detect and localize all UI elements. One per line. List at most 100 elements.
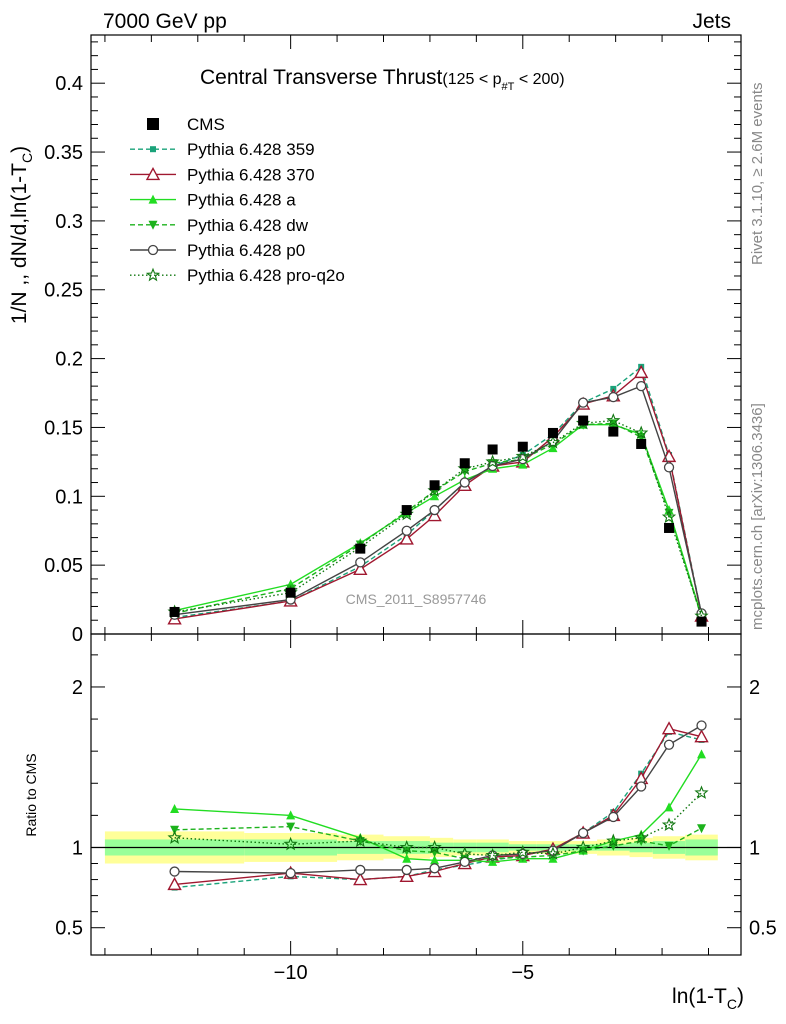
series-line-main — [174, 422, 703, 618]
data-point — [169, 606, 180, 617]
series-point-ratio — [167, 830, 182, 844]
series-point-ratio — [697, 749, 707, 759]
ratio-tick-label: 1 — [72, 837, 83, 859]
y-tick-label: 0.05 — [44, 555, 83, 577]
legend: CMS Pythia 6.428 359 Pythia 6.428 370 Pythi… — [130, 115, 345, 285]
y-tick-label: 0 — [72, 624, 83, 646]
series-point-ratio — [694, 785, 709, 799]
series-layer — [167, 363, 709, 891]
series-point-main — [355, 557, 366, 568]
legend-marker — [145, 166, 161, 181]
ratio-tick-label-right: 0.5 — [749, 918, 777, 940]
y-tick-label: 0.3 — [55, 211, 83, 233]
x-axis-label-main: ln(1-T — [672, 985, 727, 1008]
data-point — [401, 505, 412, 516]
x-tick-label: −5 — [511, 962, 534, 984]
series-point-main — [577, 397, 589, 408]
y-axis-label-main: 1/N ,, dN/d,ln(1-T — [8, 163, 31, 324]
plot-title-cut: (125 < p — [442, 71, 501, 88]
series-point-main — [399, 531, 414, 545]
data-point — [355, 543, 366, 554]
data-point — [578, 415, 589, 426]
data-point — [285, 587, 296, 598]
legend-label: CMS — [187, 115, 225, 134]
series-point-ratio — [664, 841, 674, 851]
x-axis-label: ln(1-TC) — [672, 985, 744, 1012]
series-point-main — [636, 380, 647, 392]
series-point-ratio — [608, 811, 619, 823]
legend-marker — [145, 267, 161, 282]
series-point-main — [636, 433, 646, 443]
series-point-ratio — [694, 729, 709, 743]
series-point-ratio — [606, 833, 621, 848]
series-point-ratio — [697, 824, 707, 834]
series-point-ratio — [545, 846, 561, 860]
series-line-main — [174, 385, 703, 616]
series-point-ratio — [459, 856, 470, 868]
series-point-ratio — [353, 833, 368, 848]
data-point — [429, 480, 440, 491]
series-point-ratio — [169, 866, 180, 877]
series-point-ratio — [547, 845, 559, 856]
series-point-ratio — [285, 867, 296, 879]
data-point — [696, 616, 707, 627]
series-point-main — [606, 413, 621, 427]
legend-label: Pythia 6.428 370 — [187, 165, 315, 184]
series-point-main — [545, 435, 561, 449]
series-line-ratio — [174, 724, 702, 874]
legend-marker — [147, 118, 159, 130]
data-point — [517, 441, 528, 452]
plot-title-cut-sub: #T — [502, 81, 515, 93]
x-axis-label-end: ) — [737, 985, 744, 1008]
legend-marker — [150, 146, 156, 153]
series-point-ratio — [399, 868, 414, 883]
series-point-ratio — [283, 836, 298, 851]
legend-marker — [147, 244, 159, 256]
series-line-main — [174, 365, 703, 619]
series-point-main — [634, 425, 649, 439]
y-tick-label: 0.25 — [44, 280, 83, 302]
series-point-main — [401, 525, 412, 536]
series-point-ratio — [661, 721, 677, 735]
x-tick-label: −10 — [274, 962, 308, 984]
series-point-main — [430, 491, 440, 501]
legend-label: Pythia 6.428 359 — [187, 140, 315, 159]
plot-title-cut-end: < 200) — [514, 71, 564, 88]
legend-marker — [148, 220, 158, 230]
series-point-ratio — [355, 864, 366, 876]
data-point — [636, 438, 647, 449]
y-tick-label: 0.35 — [44, 142, 83, 164]
ratio-uncertainty-bands — [91, 831, 741, 864]
data-point — [547, 427, 558, 438]
energy-label: 7000 GeV pp — [103, 10, 227, 33]
series-point-ratio — [430, 855, 440, 865]
series-point-main — [485, 454, 500, 468]
y-tick-label: 0.1 — [55, 486, 83, 508]
series-point-ratio — [636, 781, 647, 792]
series-point-ratio — [457, 846, 472, 860]
series-point-ratio — [167, 876, 182, 891]
data-point — [487, 444, 498, 455]
series-point-ratio — [399, 839, 414, 854]
analysis-label: CMS_2011_S8957746 — [346, 591, 487, 607]
series-point-ratio — [485, 847, 500, 862]
y-tick-label: 0.4 — [55, 73, 83, 95]
plot-title-main: Central Transverse Thrust — [200, 66, 443, 89]
legend-marker — [148, 194, 158, 204]
series-point-main — [429, 504, 440, 516]
series-line-ratio — [174, 825, 702, 860]
ratio-tick-label-right: 2 — [749, 677, 760, 699]
axes-layer: 0 0.05 0.1 0.15 0.2 0.25 0.3 0.35 0.4 0.5 0.5 1 1 2 2 −… — [44, 34, 777, 984]
y-axis-label: 1/N ,, dN/d,ln(1-TC) — [8, 146, 35, 324]
series-point-main — [608, 392, 619, 403]
series-point-main — [459, 477, 470, 488]
mcplots-label: mcplots.cern.ch [arXiv:1306.3436] — [749, 403, 766, 630]
legend-label: Pythia 6.428 a — [187, 191, 296, 210]
series-point-ratio — [663, 739, 675, 750]
series-point-ratio — [430, 848, 440, 858]
series-point-main — [515, 448, 530, 463]
series-point-ratio — [661, 817, 677, 832]
series-point-ratio — [515, 844, 530, 859]
series-point-main — [663, 462, 675, 473]
